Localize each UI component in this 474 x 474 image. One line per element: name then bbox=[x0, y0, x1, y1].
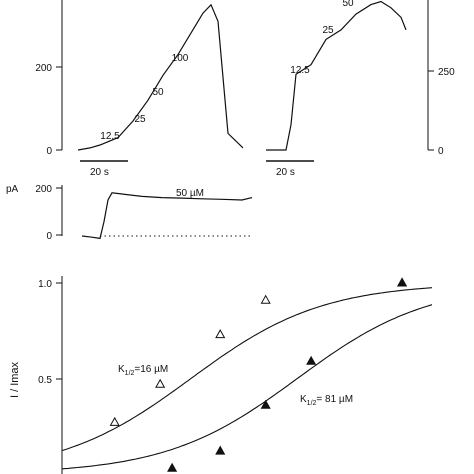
a-left-conc-label: 100 bbox=[172, 53, 189, 64]
c-data-point-filled-triangle bbox=[260, 399, 271, 409]
c-data-point-open-triangle bbox=[155, 378, 166, 388]
a-right-current-trace bbox=[266, 0, 407, 151]
a-left-y-tick-label: 200 bbox=[35, 63, 52, 74]
c-fit-curve-16 bbox=[61, 287, 433, 452]
c-fit-curve-81 bbox=[61, 304, 433, 470]
c-data-point-open-triangle bbox=[260, 294, 271, 304]
b-concentration-label: 50 µM bbox=[176, 188, 204, 199]
panel-c: 1.0 0.5 I / Imax K1/2=16 µM K1/2= 81 µM bbox=[9, 276, 433, 474]
a-left-y-tick-label: 0 bbox=[46, 146, 52, 157]
c-data-point-open-triangle bbox=[215, 329, 226, 339]
c-y-tick-label: 1.0 bbox=[38, 279, 52, 290]
c-y-tick-label: 0.5 bbox=[38, 375, 52, 386]
c-data-point-filled-triangle bbox=[306, 355, 317, 365]
panel-a-right: 250 0 12.5 25 50 20 s bbox=[266, 0, 455, 178]
b-current-trace bbox=[81, 192, 253, 240]
a-left-time-scale-label: 20 s bbox=[90, 167, 109, 178]
c-data-point-filled-triangle bbox=[215, 445, 226, 455]
a-left-conc-label: 12.5 bbox=[100, 131, 120, 142]
a-right-y-tick-label: 250 bbox=[438, 67, 455, 78]
a-left-conc-label: 25 bbox=[134, 114, 146, 125]
c-series-open-triangles bbox=[109, 277, 408, 426]
a-right-conc-label: 12.5 bbox=[290, 65, 310, 76]
c-k-half-label-16: K1/2=16 µM bbox=[118, 364, 168, 377]
a-right-time-scale-label: 20 s bbox=[276, 167, 295, 178]
a-right-conc-label: 50 bbox=[342, 0, 354, 9]
c-data-point-open-triangle bbox=[109, 416, 120, 426]
b-y-tick-label: 200 bbox=[35, 184, 52, 195]
c-y-axis-label: I / Imax bbox=[9, 361, 21, 398]
c-series-filled-triangles bbox=[167, 277, 408, 472]
panel-b: pA 200 0 50 µM bbox=[6, 184, 253, 242]
c-data-point-filled-triangle bbox=[397, 277, 408, 287]
b-y-unit-label: pA bbox=[6, 184, 19, 195]
a-left-conc-label: 50 bbox=[152, 87, 164, 98]
c-data-point-filled-triangle bbox=[167, 462, 178, 472]
b-y-tick-label: 0 bbox=[46, 231, 52, 242]
a-left-current-trace bbox=[77, 3, 244, 151]
a-right-conc-label: 25 bbox=[322, 25, 334, 36]
c-k-half-label-81: K1/2= 81 µM bbox=[300, 394, 353, 407]
a-right-y-tick-label: 0 bbox=[438, 146, 444, 157]
panel-a-left: 200 0 12.5 25 50 100 20 s bbox=[35, 0, 244, 178]
